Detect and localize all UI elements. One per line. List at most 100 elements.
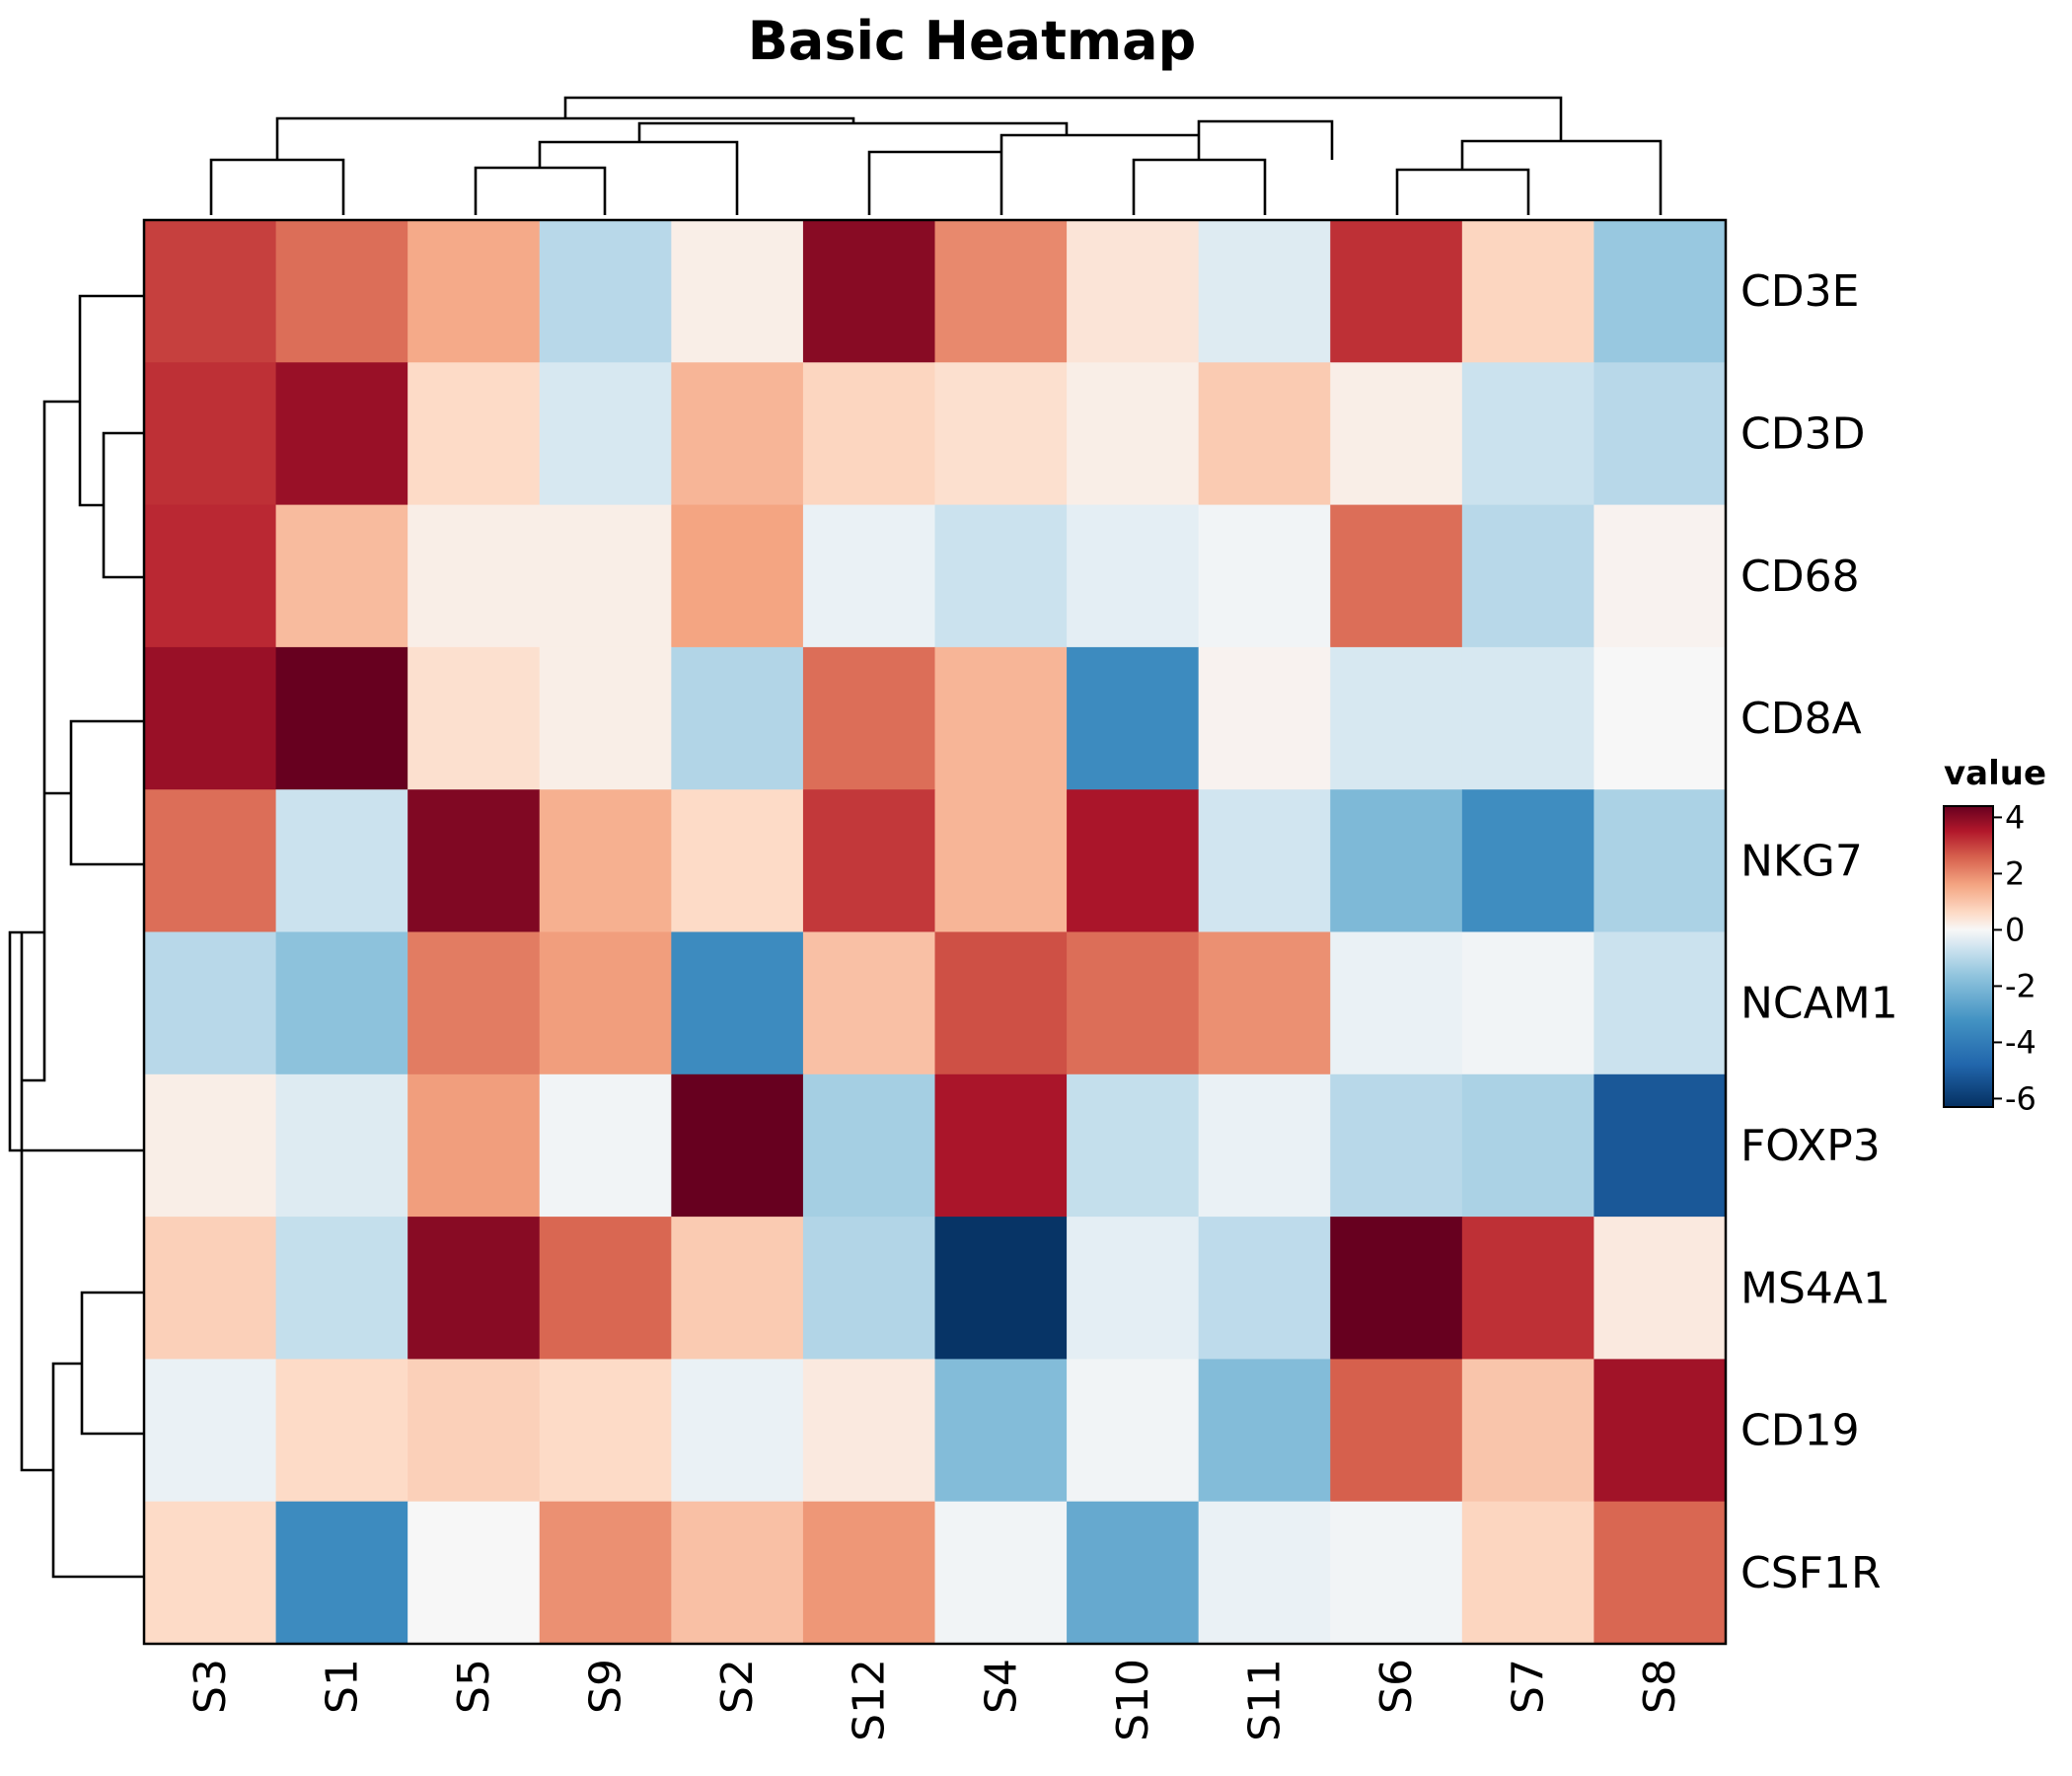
heatmap-cell [539,504,672,648]
chart-title: Basic Heatmap [748,10,1197,72]
heatmap-cell [144,362,277,506]
heatmap-cell [1198,1359,1331,1503]
column-label: S4 [976,1659,1026,1714]
heatmap-cell [144,220,277,363]
legend-tick-label: 2 [2005,854,2025,892]
heatmap-cell [275,504,408,648]
heatmap-cell [275,1359,408,1503]
heatmap-cell [275,1217,408,1360]
heatmap-cell [1461,789,1595,933]
heatmap-cell [671,220,804,363]
color-legend: value 4 2 0 -2 -4 -6 [1943,754,2046,1117]
heatmap-cell [539,1073,672,1218]
heatmap-cell [407,646,541,790]
heatmap-cell [1461,1359,1595,1503]
heatmap-cell [1067,789,1200,933]
column-label: S10 [1108,1659,1158,1741]
column-label: S7 [1504,1659,1554,1714]
heatmap-cell [1198,1217,1331,1360]
heatmap-cell [275,1501,408,1645]
heatmap-cell [275,1073,408,1218]
heatmap-cell [1593,1073,1727,1218]
heatmap-cell [1198,1501,1331,1645]
row-label: CD8A [1740,694,1862,744]
heatmap-cell [1330,646,1463,790]
column-label: S1 [317,1659,367,1714]
heatmap-cell [1198,504,1331,648]
heatmap-cell [1198,931,1331,1075]
column-labels: S3 S1 S5 S9 S2 S12 S4 S10 S11 S6 S7 S8 [185,1659,1685,1741]
heatmap-cell [1067,504,1200,648]
row-label: MS4A1 [1740,1263,1890,1313]
heatmap-cell [802,220,936,363]
heatmap-cell [407,1073,541,1218]
heatmap-cell [671,646,804,790]
heatmap-cell [539,362,672,506]
heatmap-cell [1067,931,1200,1075]
heatmap-cell [802,789,936,933]
heatmap-cell [802,1217,936,1360]
heatmap-cell [144,1501,277,1645]
heatmap-cell [934,789,1068,933]
heatmap-cell [144,1217,277,1360]
row-labels: CD3E CD3D CD68 CD8A NKG7 NCAM1 FOXP3 MS4A1 CD19 C… [1740,266,1898,1598]
heatmap-cell [802,504,936,648]
heatmap-cell [1461,931,1595,1075]
heatmap-cell [1593,646,1727,790]
heatmap-cell [1067,1501,1200,1645]
column-label: S3 [185,1659,236,1714]
heatmap-cell [144,1359,277,1503]
heatmap-cell [1067,362,1200,506]
legend-tick-label: 4 [2005,798,2025,836]
heatmap-cell [671,931,804,1075]
heatmap-cell [1593,931,1727,1075]
heatmap-cell [1330,931,1463,1075]
heatmap-cell [934,646,1068,790]
heatmap-cell [144,1073,277,1218]
legend-title: value [1944,754,2046,793]
heatmap-cell [1593,220,1727,363]
row-label: NCAM1 [1740,979,1898,1029]
heatmap-cell [934,1073,1068,1218]
row-label: CSF1R [1740,1548,1882,1598]
legend-colorbar [1943,805,1994,1108]
heatmap-cell [934,504,1068,648]
legend-tick-label: -4 [2005,1023,2036,1061]
heatmap-cell [539,646,672,790]
heatmap-cell [1461,1217,1595,1360]
column-label: S12 [845,1659,895,1741]
row-label: CD68 [1740,552,1860,602]
heatmap-cell [144,931,277,1075]
heatmap-cell [1198,220,1331,363]
heatmap-cell [671,1073,804,1218]
heatmap-cell [407,1217,541,1360]
heatmap-cell [1330,1501,1463,1645]
heatmap-cell [1593,504,1727,648]
heatmap-cell [1198,1073,1331,1218]
legend-tick-label: -2 [2005,967,2036,1004]
heatmap-cell [671,504,804,648]
heatmap-cell [934,931,1068,1075]
heatmap-cell [1330,1073,1463,1218]
heatmap-cell [671,362,804,506]
heatmap-cell [802,646,936,790]
heatmap-border [142,218,1728,1646]
heatmap-cell [1067,1217,1200,1360]
heatmap-cell [539,931,672,1075]
heatmap-cell [275,931,408,1075]
heatmap-cell [1593,1501,1727,1645]
heatmap-cell [407,931,541,1075]
heatmap-cell [671,1359,804,1503]
column-label: S2 [712,1659,763,1714]
heatmap-cell [1330,220,1463,363]
heatmap-cell [1593,789,1727,933]
heatmap-cell [802,362,936,506]
heatmap-cell [539,1359,672,1503]
heatmap-cell [1461,504,1595,648]
heatmap-cell [1198,362,1331,506]
heatmap-cell [1593,1217,1727,1360]
heatmap-cell [934,1359,1068,1503]
column-dendrogram [209,96,1663,215]
heatmap-cell [539,1501,672,1645]
column-label: S9 [581,1659,631,1714]
